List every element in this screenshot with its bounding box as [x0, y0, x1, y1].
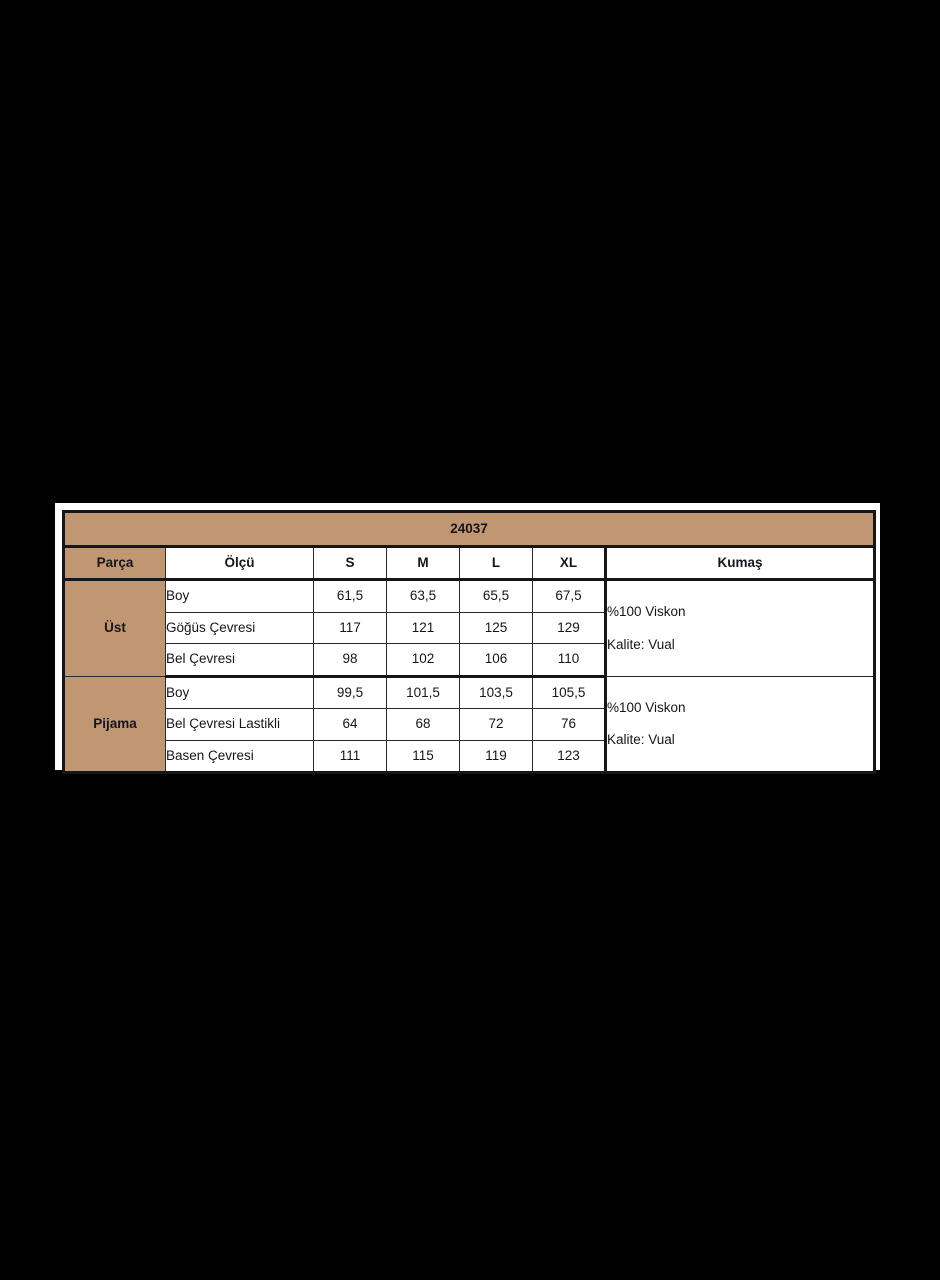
column-header-l: L: [459, 546, 533, 581]
measure-label: Basen Çevresi: [165, 739, 314, 773]
value-s: 117: [313, 611, 387, 644]
fabric-cell-1: %100 Viskon Kalite: Vual: [603, 675, 876, 773]
table-row: Üst Boy 61,5 63,5 65,5 67,5 %100 Viskon …: [63, 579, 876, 677]
value-l: 106: [459, 643, 533, 678]
value-s: 111: [313, 739, 387, 773]
fabric-cell-0: %100 Viskon Kalite: Vual: [603, 579, 876, 677]
value-m: 115: [386, 739, 460, 773]
table-header-row: Parça Ölçü S M L XL Kumaş: [63, 546, 876, 581]
table-row: Pijama Boy 99,5 101,5 103,5 105,5 %100 V…: [63, 675, 876, 773]
column-header-olcu: Ölçü: [165, 546, 314, 581]
table-title-row: 24037: [62, 511, 876, 548]
value-s: 61,5: [313, 579, 387, 613]
size-chart-table-wrapper: 24037 Parça Ölçü S M L XL Kumaş Üst Boy …: [62, 510, 877, 774]
column-header-parca: Parça: [63, 546, 166, 581]
group-label-1: Pijama: [63, 675, 166, 773]
measure-label: Göğüs Çevresi: [165, 611, 314, 644]
value-xl: 67,5: [532, 579, 606, 613]
fabric-quality: Kalite: Vual: [607, 732, 675, 748]
column-header-m: M: [386, 546, 460, 581]
value-s: 99,5: [313, 675, 387, 709]
measure-label: Bel Çevresi: [165, 643, 314, 678]
value-l: 103,5: [459, 675, 533, 709]
measure-label: Boy: [165, 675, 314, 709]
table-row: Bel Çevresi 98 102 106 110: [64, 643, 875, 678]
fabric-composition: %100 Viskon: [607, 604, 686, 620]
size-chart-sheet: 24037 Parça Ölçü S M L XL Kumaş Üst Boy …: [55, 503, 880, 774]
measure-label: Boy: [165, 579, 314, 613]
fabric-quality: Kalite: Vual: [607, 636, 675, 652]
table-row: Göğüs Çevresi 117 121 125 129: [64, 611, 875, 644]
table-row: Bel Çevresi Lastikli 64 68 72 76: [64, 708, 875, 741]
table-row: Basen Çevresi 111 115 119 123: [64, 739, 875, 773]
size-chart-table: 24037 Parça Ölçü S M L XL Kumaş Üst Boy …: [62, 510, 877, 774]
value-l: 65,5: [459, 579, 533, 613]
table-title: 24037: [62, 511, 876, 548]
value-xl: 105,5: [532, 675, 606, 709]
measure-label: Bel Çevresi Lastikli: [165, 708, 314, 741]
column-header-xl: XL: [532, 546, 606, 581]
value-m: 63,5: [386, 579, 460, 613]
value-m: 121: [386, 611, 460, 644]
value-xl: 76: [532, 708, 606, 741]
value-s: 98: [313, 643, 387, 678]
value-xl: 129: [532, 611, 606, 644]
value-m: 102: [386, 643, 460, 678]
value-m: 101,5: [386, 675, 460, 709]
value-xl: 123: [532, 739, 606, 773]
column-header-s: S: [313, 546, 387, 581]
value-s: 64: [313, 708, 387, 741]
value-l: 125: [459, 611, 533, 644]
fabric-composition: %100 Viskon: [607, 699, 686, 715]
group-label-0: Üst: [63, 579, 166, 677]
value-xl: 110: [532, 643, 606, 678]
column-header-kumas: Kumaş: [603, 546, 876, 581]
value-m: 68: [386, 708, 460, 741]
value-l: 119: [459, 739, 533, 773]
value-l: 72: [459, 708, 533, 741]
